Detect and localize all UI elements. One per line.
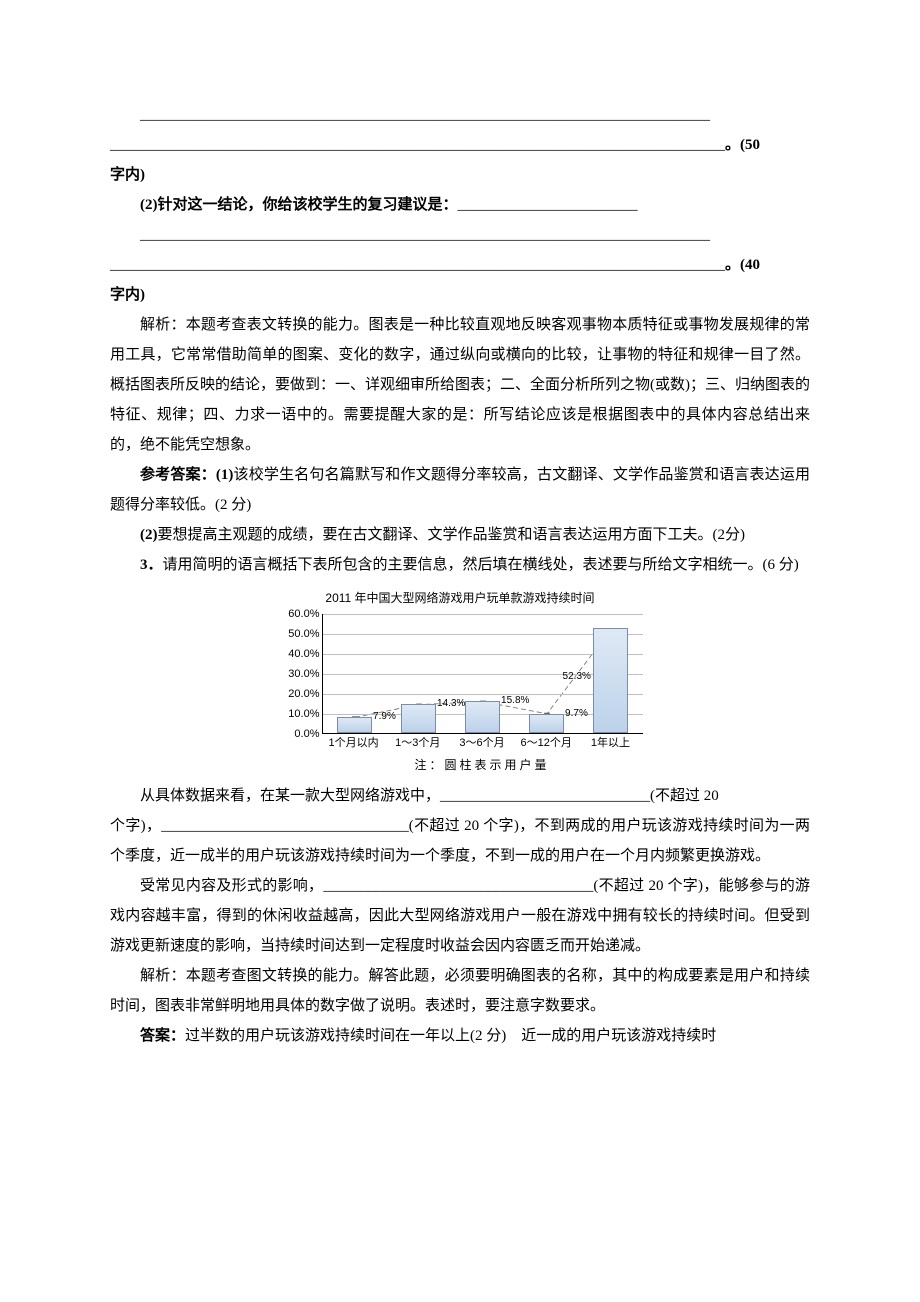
chart-bar-label: 52.3% — [563, 667, 591, 687]
q-label: (2)针对这一结论，你给该校学生的复习建议是： — [140, 197, 458, 213]
chart-bar — [529, 714, 564, 733]
blank-underline: ________________________________________… — [110, 137, 725, 153]
answer-2: 答案：过半数的用户玩该游戏持续时间在一年以上(2 分) 近一成的用户玩该游戏持续… — [110, 1021, 810, 1051]
chart-bar-label: 7.9% — [373, 707, 396, 727]
analysis-paragraph: 解析：本题考查表文转换的能力。图表是一种比较直观地反映客观事物本质特征或事物发展… — [110, 310, 810, 460]
text: (不超过 20 — [650, 788, 719, 804]
chart-x-tick-label: 1年以上 — [578, 734, 642, 751]
chart-bar — [465, 701, 500, 733]
limit-suffix: 。(40 — [725, 257, 760, 273]
blank-underline: ________________________________________… — [110, 257, 725, 273]
chart-y-tick-label: 60.0% — [288, 603, 319, 625]
text: 受常见内容及形式的影响， — [140, 878, 323, 894]
chart-bar-label: 9.7% — [565, 704, 588, 724]
answer-1a: 参考答案：(1)该校学生名句名篇默写和作文题得分率较高，古文翻译、文学作品鉴赏和… — [110, 460, 810, 520]
chart-y-tick-label: 20.0% — [288, 683, 319, 705]
fill-blank-line: ________________________________________… — [110, 250, 810, 280]
chart-x-tick-label: 6～12个月 — [514, 734, 578, 751]
q-number: 3． — [140, 557, 163, 573]
blank-underline: ____________________________________ — [323, 878, 593, 894]
chart-area: 0.0%10.0%20.0%30.0%40.0%50.0%60.0% 7.9% 1… — [278, 614, 643, 734]
q-text: 请用简明的语言概括下表所包含的主要信息，然后填在横线处，表述要与所给文字相统一。… — [163, 557, 799, 573]
blank-underline: ________________________________________… — [140, 107, 710, 123]
chart-y-tick-label: 40.0% — [288, 643, 319, 665]
blank-underline: _________________________________ — [161, 818, 409, 834]
answer-label: 答案： — [140, 1028, 185, 1044]
limit-label: 字内) — [110, 280, 810, 310]
limit-suffix: 。(50 — [725, 137, 760, 153]
chart-y-tick-label: 50.0% — [288, 623, 319, 645]
limit-label: 字内) — [110, 160, 810, 190]
document-page: ________________________________________… — [0, 0, 920, 1302]
text: 个字)， — [110, 818, 161, 834]
chart-y-tick-label: 30.0% — [288, 663, 319, 685]
blank-underline: ________________________________________… — [140, 227, 710, 243]
chart-bar-label: 14.3% — [437, 694, 465, 714]
q3-paragraph-1: 从具体数据来看，在某一款大型网络游戏中，____________________… — [110, 781, 810, 811]
chart-bar — [401, 704, 436, 733]
answer-text: 要想提高主观题的成绩，要在古文翻译、文学作品鉴赏和语言表达运用方面下工夫。(2分… — [158, 527, 746, 543]
chart-bar-label: 15.8% — [501, 691, 529, 711]
chart-note: 注：圆柱表示用户量 — [322, 753, 643, 777]
subquestion-2: (2)针对这一结论，你给该校学生的复习建议是：_________________… — [110, 190, 810, 220]
chart-plot: 7.9% 14.3% 15.8% 9.7% 52.3% — [322, 614, 643, 734]
analysis-paragraph-2: 解析：本题考查图文转换的能力。解答此题，必须要明确图表的名称，其中的构成要素是用… — [110, 961, 810, 1021]
question-3: 3．请用简明的语言概括下表所包含的主要信息，然后填在横线处，表述要与所给文字相统… — [110, 550, 810, 580]
answer-text: 过半数的用户玩该游戏持续时间在一年以上(2 分) 近一成的用户玩该游戏持续时 — [185, 1028, 716, 1044]
chart-gridline — [323, 614, 643, 615]
blank-underline: ____________________________ — [440, 788, 650, 804]
chart-y-tick-label: 10.0% — [288, 703, 319, 725]
chart-y-axis: 0.0%10.0%20.0%30.0%40.0%50.0%60.0% — [278, 614, 322, 734]
blank-underline: ________________________ — [458, 197, 638, 213]
chart-x-tick-label: 3～6个月 — [450, 734, 514, 751]
chart-x-tick-label: 1个月以内 — [322, 734, 386, 751]
chart-container: 2011 年中国大型网络游戏用户玩单款游戏持续时间 0.0%10.0%20.0%… — [278, 586, 643, 777]
answer-label: 参考答案：(1) — [140, 467, 233, 483]
chart-y-tick-label: 0.0% — [294, 723, 319, 745]
fill-blank-line: ________________________________________… — [110, 130, 810, 160]
chart-x-axis: 1个月以内1～3个月3～6个月6～12个月1年以上 — [322, 734, 643, 751]
chart-bar — [337, 717, 372, 733]
chart-title: 2011 年中国大型网络游戏用户玩单款游戏持续时间 — [278, 586, 643, 610]
fill-blank-line: ________________________________________… — [110, 100, 810, 130]
answer-label: (2) — [140, 527, 158, 543]
text: 从具体数据来看，在某一款大型网络游戏中， — [140, 788, 440, 804]
answer-1b: (2)要想提高主观题的成绩，要在古文翻译、文学作品鉴赏和语言表达运用方面下工夫。… — [110, 520, 810, 550]
chart-x-tick-label: 1～3个月 — [386, 734, 450, 751]
q3-paragraph-2: 个字)，_________________________________(不超… — [110, 811, 810, 871]
chart-bar — [593, 628, 628, 733]
fill-blank-line: ________________________________________… — [110, 220, 810, 250]
q3-paragraph-3: 受常见内容及形式的影响，____________________________… — [110, 871, 810, 961]
